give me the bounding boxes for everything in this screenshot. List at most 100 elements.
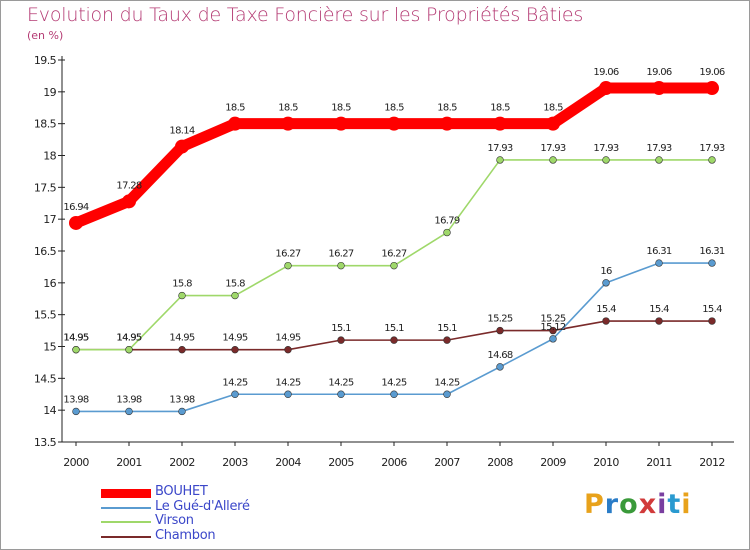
x-tick-label: 2004	[275, 456, 301, 469]
y-tick-label: 16.5	[34, 245, 57, 258]
data-point	[599, 81, 613, 96]
data-label: 13.98	[116, 394, 141, 405]
data-label: 18.5	[490, 103, 510, 114]
data-label: 13.98	[63, 394, 88, 405]
legend-label: Chambon	[155, 527, 216, 543]
data-label: 15.4	[702, 304, 722, 315]
data-label: 18.5	[278, 103, 298, 114]
chart-title: Evolution du Taux de Taxe Foncière sur l…	[27, 4, 584, 26]
data-label: 14.25	[222, 377, 247, 388]
y-tick-label: 19	[43, 86, 56, 99]
data-point	[496, 326, 504, 335]
data-label: 14.95	[275, 333, 300, 344]
data-label: 15.8	[172, 279, 192, 290]
data-label: 18.5	[437, 103, 457, 114]
legend-swatch	[101, 488, 151, 498]
data-point	[175, 139, 189, 154]
series-1	[72, 259, 716, 416]
data-point	[334, 116, 348, 131]
y-tick-label: 14.5	[34, 372, 57, 385]
data-point	[390, 261, 398, 270]
data-label: 16	[600, 266, 612, 277]
x-tick-label: 2010	[593, 456, 619, 469]
x-tick-label: 2007	[434, 456, 460, 469]
x-tick-label: 2009	[540, 456, 566, 469]
data-point	[655, 259, 663, 267]
data-label: 15.25	[540, 314, 565, 325]
legend-swatch	[101, 506, 151, 509]
data-label: 18.5	[384, 103, 404, 114]
data-label: 18.14	[169, 126, 194, 137]
data-point	[496, 363, 504, 371]
data-point	[228, 116, 242, 131]
data-label: 18.5	[331, 103, 351, 114]
x-tick-label: 2006	[381, 456, 407, 469]
data-label: 16.27	[275, 249, 300, 260]
data-point	[390, 336, 398, 344]
data-label: 14.95	[116, 333, 141, 344]
data-label: 14.95	[116, 333, 141, 344]
x-tick-label: 2012	[699, 456, 725, 469]
data-point	[231, 291, 239, 300]
logo-letter: o	[619, 489, 639, 520]
data-point	[602, 156, 610, 164]
data-point	[337, 261, 345, 270]
series-0	[69, 81, 719, 230]
data-label: 15.8	[225, 279, 245, 290]
data-point	[549, 326, 557, 335]
data-point	[284, 345, 292, 354]
data-point	[231, 345, 239, 354]
logo-letter: t	[667, 489, 682, 520]
chart-unit: (en %)	[27, 29, 64, 42]
x-tick-label: 2001	[116, 456, 142, 469]
data-label: 16.79	[434, 216, 459, 227]
data-point	[496, 156, 504, 164]
data-label: 15.4	[649, 304, 669, 315]
data-point	[72, 407, 80, 416]
logo-letter: i	[681, 489, 692, 520]
data-point	[708, 259, 716, 267]
data-label: 14.95	[222, 333, 247, 344]
logo-letter: r	[604, 489, 620, 520]
data-label: 17.93	[540, 143, 565, 154]
y-tick-label: 13.5	[34, 436, 57, 449]
data-label: 14.25	[328, 377, 353, 388]
y-tick-label: 14	[43, 404, 56, 417]
legend-label: Virson	[155, 513, 194, 528]
data-label: 17.93	[699, 143, 724, 154]
x-tick-label: 2003	[222, 456, 248, 469]
data-label: 16.27	[328, 249, 353, 260]
data-point	[549, 156, 557, 164]
x-tick-label: 2002	[169, 456, 195, 469]
data-point	[231, 390, 239, 398]
data-label: 17.93	[487, 143, 512, 154]
logo-letter: P	[584, 489, 605, 520]
data-point	[284, 390, 292, 398]
data-point	[440, 116, 454, 131]
data-point	[72, 345, 80, 354]
legend-item: Le Gué-d'Alleré	[101, 498, 361, 516]
data-point	[125, 407, 133, 416]
data-point	[284, 261, 292, 270]
legend-label: Le Gué-d'Alleré	[155, 498, 250, 514]
data-label: 14.95	[63, 333, 88, 344]
data-point	[125, 345, 133, 354]
data-point	[281, 116, 295, 131]
y-tick-label: 15.5	[34, 309, 57, 322]
data-label: 17.28	[116, 180, 141, 191]
data-label: 16.94	[63, 202, 88, 213]
series-2	[72, 156, 716, 354]
data-label: 19.06	[699, 67, 724, 78]
data-label: 16.31	[646, 246, 671, 257]
data-label: 14.25	[434, 377, 459, 388]
data-label: 15.12	[540, 322, 565, 333]
legend-item: Chambon	[101, 527, 361, 545]
data-point	[602, 317, 610, 325]
data-point	[443, 390, 451, 398]
data-point	[705, 81, 719, 96]
data-label: 14.25	[381, 377, 406, 388]
y-tick-label: 19.5	[34, 54, 57, 67]
data-label: 14.25	[275, 377, 300, 388]
data-label: 18.5	[225, 103, 245, 114]
